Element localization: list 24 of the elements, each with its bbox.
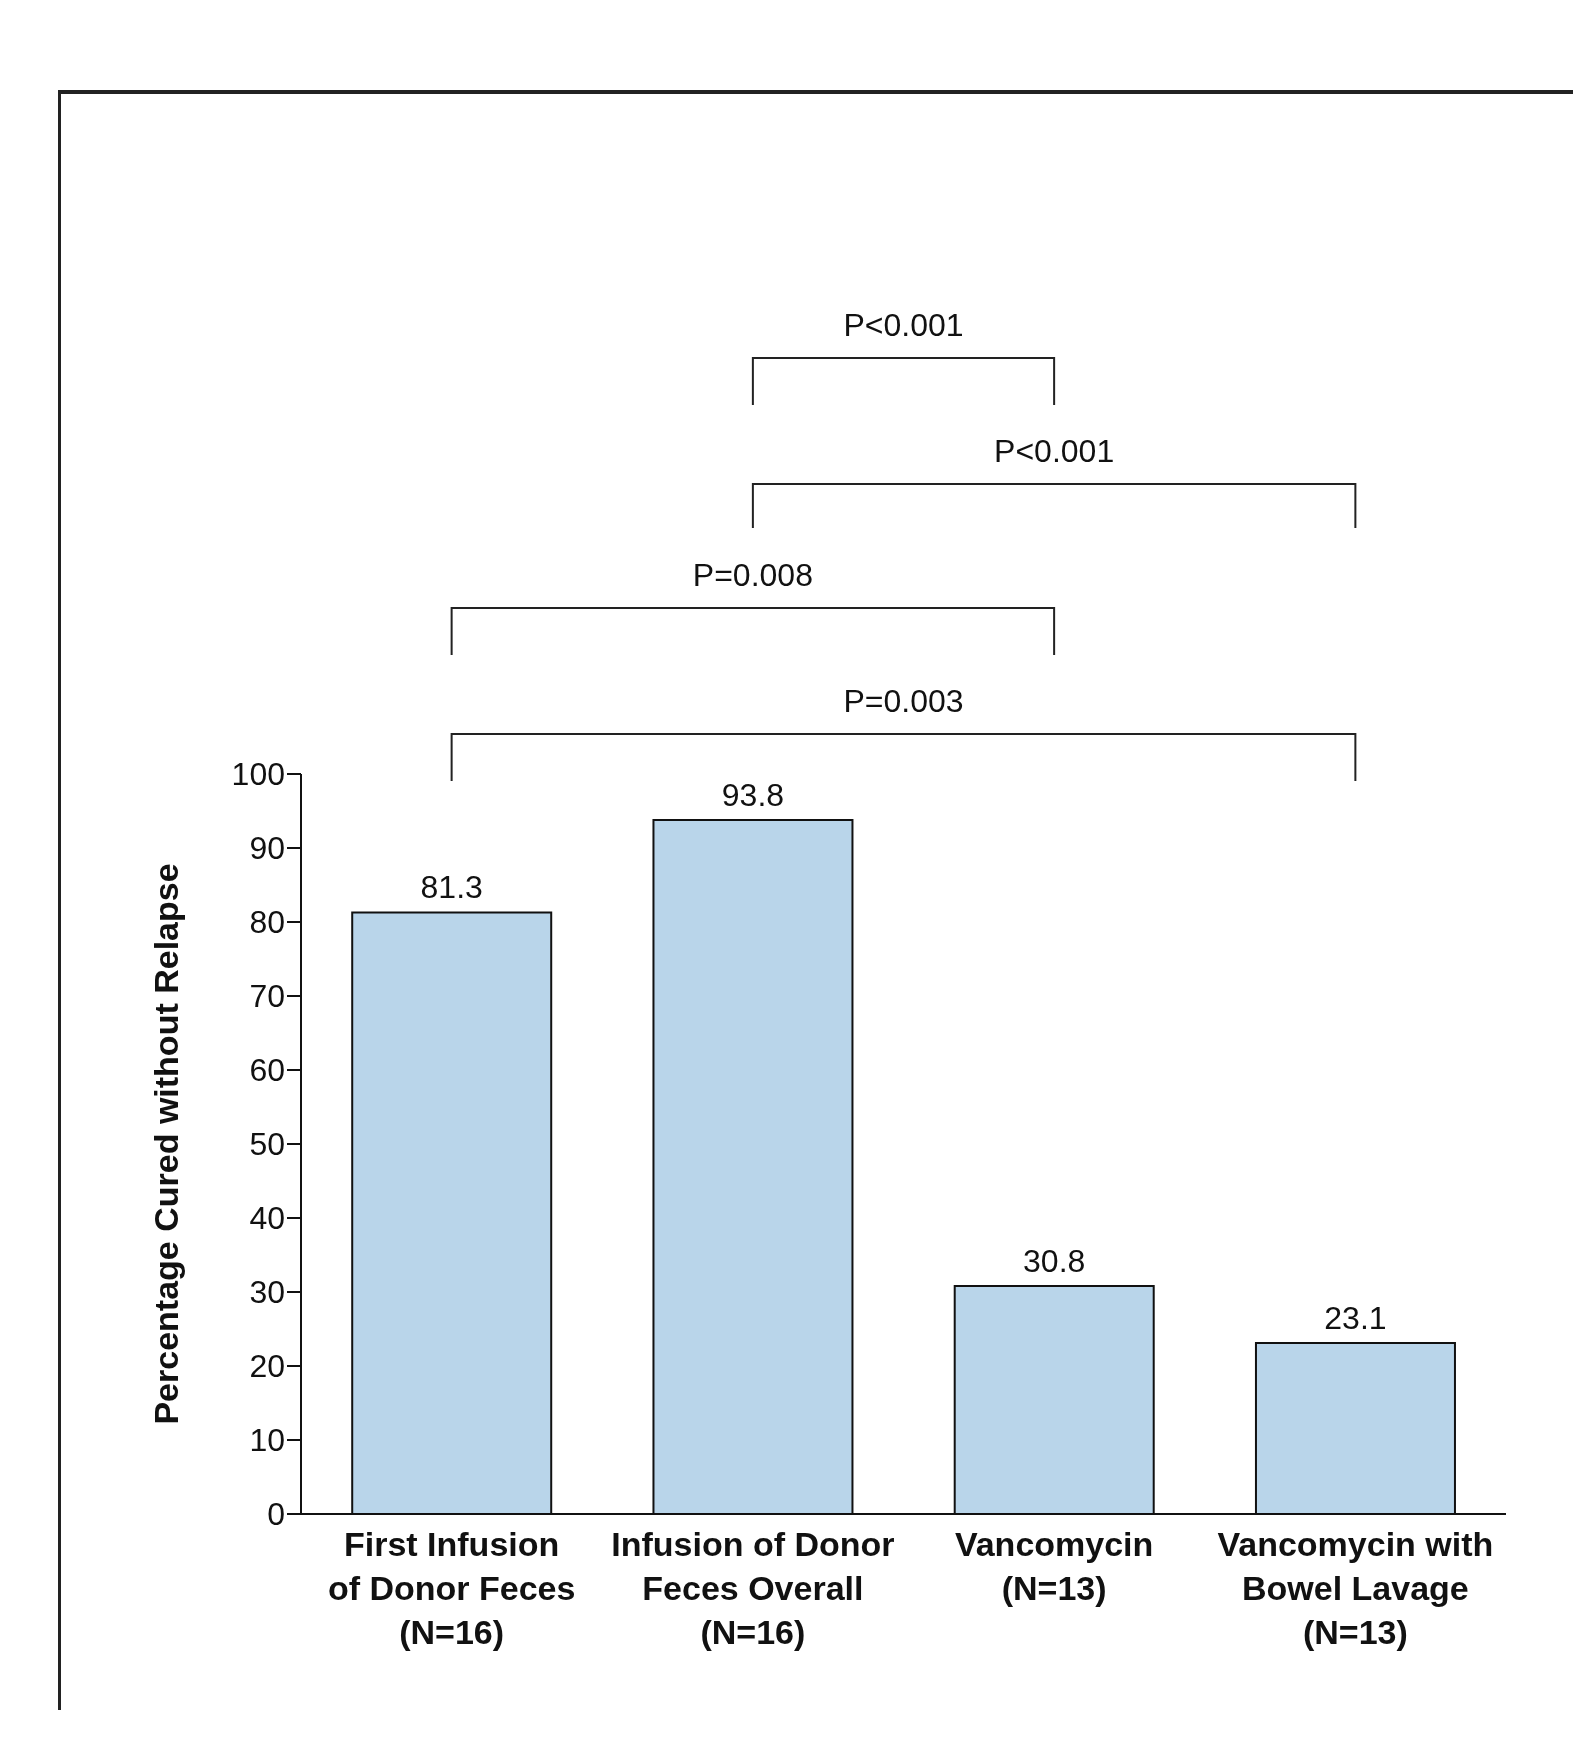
text: P=0.008 — [692, 557, 813, 593]
data-label: 23.1 — [1324, 1300, 1387, 1337]
x-tick-label: Vancomycin with Bowel Lavage (N=13) — [1217, 1525, 1494, 1651]
text: P=0.003 — [843, 683, 964, 719]
y-tick-label: 60 — [249, 1052, 285, 1089]
y-tick-label: 100 — [231, 756, 285, 793]
y-tick-label: 50 — [249, 1126, 285, 1163]
y-axis-title: Percentage Cured without Relapse — [147, 863, 186, 1425]
x-tick-label: Vancomycin (N=13) — [954, 1525, 1154, 1607]
y-tick-label: 70 — [249, 978, 285, 1015]
data-label: 81.3 — [420, 869, 483, 906]
x-tick-label: Infusion of Donor Feces Overall (N=16) — [611, 1525, 895, 1651]
y-tick-label: 20 — [249, 1348, 285, 1385]
x-tick-label: First Infusion of Donor Feces (N=16) — [327, 1525, 576, 1651]
text: P<0.001 — [843, 307, 964, 343]
y-tick-label: 0 — [267, 1496, 285, 1533]
data-label: 93.8 — [721, 776, 785, 813]
y-tick-label: 30 — [249, 1274, 285, 1311]
data-label: 30.8 — [1023, 1243, 1086, 1280]
y-tick-label: 40 — [249, 1200, 285, 1237]
y-tick-label: 90 — [249, 830, 285, 867]
y-tick-label: 80 — [249, 904, 285, 941]
text: P<0.001 — [994, 433, 1115, 469]
y-tick-label: 10 — [249, 1422, 285, 1459]
